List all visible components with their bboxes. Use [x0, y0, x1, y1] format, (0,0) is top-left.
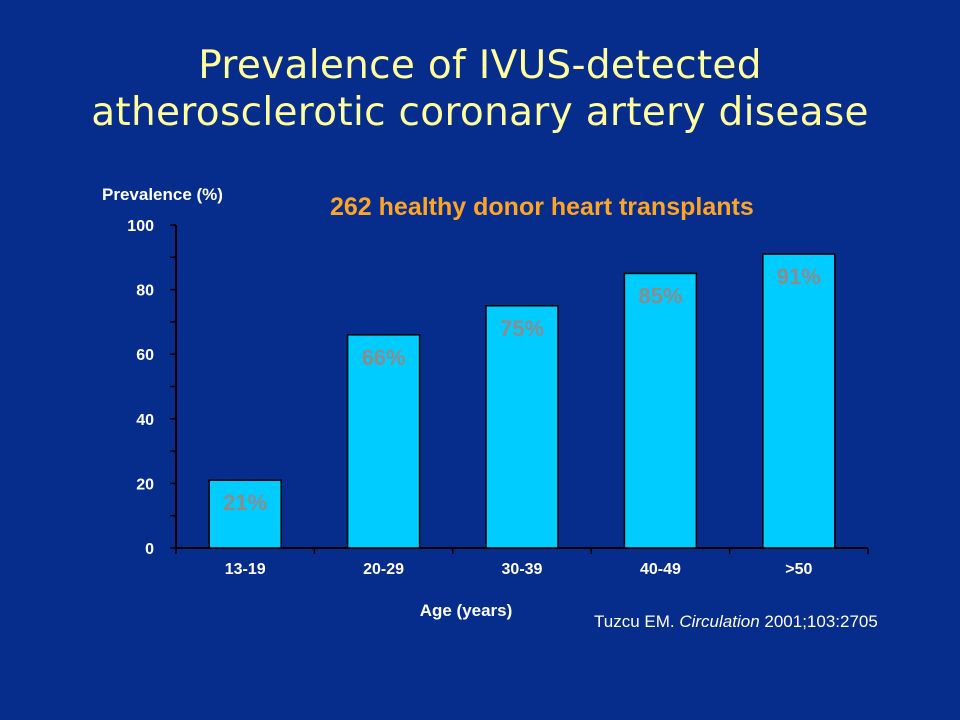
citation: Tuzcu EM. Circulation 2001;103:2705 [594, 612, 878, 632]
x-tick-label: 20-29 [363, 561, 404, 578]
bar-value-label: 66% [362, 345, 406, 370]
bar [208, 479, 282, 549]
citation-author: Tuzcu EM. [594, 612, 680, 631]
title-line-1: Prevalence of IVUS-detected [198, 43, 762, 88]
y-tick-label: 40 [136, 412, 154, 429]
y-tick-label: 80 [136, 283, 154, 300]
citation-details: 2001;103:2705 [759, 612, 878, 631]
bar-value-label: 75% [500, 316, 544, 341]
y-tick-label: 20 [136, 476, 154, 493]
y-tick-label: 0 [145, 541, 154, 558]
x-tick-label: 40-49 [640, 561, 681, 578]
slide-title: Prevalence of IVUS-detected atherosclero… [0, 42, 960, 136]
bar-series [208, 253, 836, 549]
x-axis-label: Age (years) [420, 601, 513, 620]
bar [762, 253, 836, 549]
x-tick-label: 30-39 [502, 561, 543, 578]
bar-value-label: 21% [223, 490, 267, 515]
value-labels: 21% 66% 75% 85% 91% [223, 264, 821, 515]
bar-value-label: 91% [777, 264, 821, 289]
y-tick-label: 100 [127, 218, 154, 235]
title-line-2: atherosclerotic coronary artery disease [91, 90, 869, 135]
x-tick-label: >50 [785, 561, 812, 578]
bar-value-label: 85% [638, 283, 682, 308]
x-tick-label: 13-19 [225, 561, 266, 578]
bar [623, 272, 698, 549]
x-axis: 13-19 20-29 30-39 40-49 >50 [175, 547, 869, 578]
y-axis-label: Prevalence (%) [102, 185, 223, 204]
y-tick-label: 60 [136, 347, 154, 364]
bar [485, 305, 559, 549]
citation-journal: Circulation [679, 612, 760, 631]
y-axis: 0 20 40 60 80 100 [127, 218, 177, 558]
bar [346, 334, 421, 549]
chart-subtitle: 262 healthy donor heart transplants [330, 193, 754, 221]
